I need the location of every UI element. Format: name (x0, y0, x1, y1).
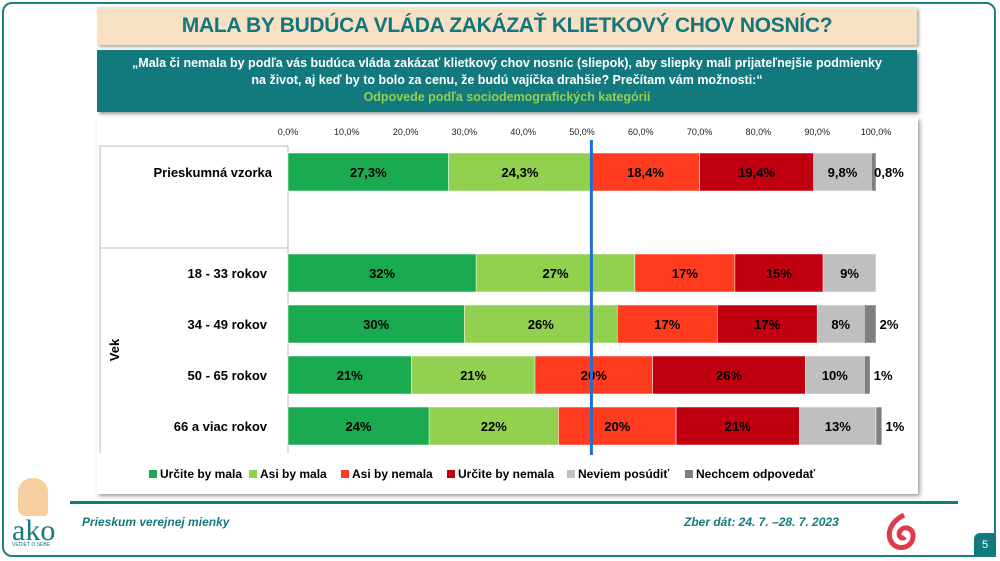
data-label: 20% (604, 419, 630, 434)
ako-logo: ako VEDIEŤ O SEBE (8, 478, 70, 553)
data-label: 17% (672, 266, 698, 281)
legend-label: Určite by nemala (458, 467, 554, 481)
category-label: 18 - 33 rokov (188, 266, 268, 281)
bar-segment (816, 304, 865, 344)
legend-label: Asi by nemala (352, 467, 433, 481)
bar-segment (799, 406, 877, 446)
data-label: 9% (840, 266, 859, 281)
bar-segment (822, 253, 877, 293)
x-tick-label: 100,0% (861, 127, 892, 137)
legend-swatch (567, 470, 575, 478)
legend-label: Nechcem odpovedať (696, 467, 815, 481)
bar-segment (871, 152, 877, 192)
stacked-bar-chart: 0,0% 10,0% 20,0% 30,0% 40,0% 50,0% 60,0% 70,0% 8… (99, 127, 905, 481)
data-label: 27,3% (350, 165, 387, 180)
bar-segment (287, 355, 412, 395)
data-label: 20% (581, 368, 607, 383)
data-label: 1% (885, 419, 904, 434)
data-label: 21% (460, 368, 486, 383)
bar-segment (617, 304, 718, 344)
x-tick-label: 30,0% (452, 127, 478, 137)
bar-segment (287, 406, 430, 446)
footer-divider (70, 501, 958, 504)
data-label: 26% (716, 368, 742, 383)
data-label: 1% (874, 368, 893, 383)
x-tick-label: 80,0% (746, 127, 772, 137)
spiral-logo-icon (886, 512, 916, 551)
footer-survey-label: Prieskum verejnej mienky (82, 515, 230, 529)
bar-segment (863, 355, 871, 395)
bar-segment (716, 304, 818, 344)
bar-segment (448, 152, 592, 192)
legend-label: Asi by mala (260, 467, 327, 481)
data-label: 30% (363, 317, 389, 332)
x-tick-label: 20,0% (393, 127, 419, 137)
question-box: „Mala či nemala by podľa vás budúca vlád… (97, 50, 917, 112)
bar-segment (875, 406, 883, 446)
x-tick-label: 90,0% (804, 127, 830, 137)
bar-segment (411, 355, 536, 395)
legend-label: Neviem posúdiť (578, 467, 669, 481)
bar-segment (475, 253, 636, 293)
category-label: 34 - 49 rokov (188, 317, 268, 332)
legend-swatch (685, 470, 693, 478)
chart-box: 0,0% 10,0% 20,0% 30,0% 40,0% 50,0% 60,0% 70,0% 8… (97, 118, 918, 494)
data-label: 21% (337, 368, 363, 383)
group-label: Vek (107, 338, 122, 361)
data-label: 17% (754, 317, 780, 332)
bar-segment (287, 253, 477, 293)
data-label: 9,8% (828, 165, 858, 180)
bar-segment (287, 304, 465, 344)
data-label: 8% (831, 317, 850, 332)
subtitle: Odpovede podľa sociodemografických kateg… (363, 90, 651, 104)
data-label: 18,4% (627, 165, 664, 180)
legend-swatch (149, 470, 157, 478)
data-label: 2% (880, 317, 899, 332)
bar-segment (805, 355, 865, 395)
bar-segment (558, 406, 677, 446)
bar-segment (534, 355, 653, 395)
slide-title: MALA BY BUDÚCA VLÁDA ZAKÁZAŤ KLIETKOVÝ C… (97, 7, 917, 45)
x-tick-label: 0,0% (278, 127, 299, 137)
category-label: 66 a viac rokov (174, 419, 268, 434)
data-label: 24,3% (502, 165, 539, 180)
data-label: 27% (543, 266, 569, 281)
data-label: 32% (369, 266, 395, 281)
x-tick-label: 70,0% (687, 127, 713, 137)
question-text: „Mala či nemala by podľa vás budúca vlád… (132, 56, 882, 87)
data-label: 24% (346, 419, 372, 434)
legend-swatch (447, 470, 455, 478)
bar-segment (428, 406, 559, 446)
data-label: 0,8% (874, 165, 904, 180)
page-number: 5 (974, 533, 996, 557)
bar-segment (287, 152, 449, 192)
data-label: 15% (766, 266, 792, 281)
category-label: Prieskumná vzorka (153, 165, 272, 180)
data-label: 10% (822, 368, 848, 383)
bar-segment (813, 152, 872, 192)
legend-swatch (249, 470, 257, 478)
bar-segment (734, 253, 824, 293)
category-label: 50 - 65 rokov (188, 368, 268, 383)
bar-segment (863, 304, 877, 344)
legend-swatch (341, 470, 349, 478)
x-tick-label: 10,0% (334, 127, 360, 137)
data-label: 21% (725, 419, 751, 434)
bar-segment (652, 355, 806, 395)
x-tick-label: 60,0% (628, 127, 654, 137)
bar-segment (634, 253, 736, 293)
data-label: 13% (825, 419, 851, 434)
x-tick-label: 50,0% (569, 127, 595, 137)
footer-date: Zber dát: 24. 7. –28. 7. 2023 (684, 515, 839, 529)
bar-segment (675, 406, 800, 446)
data-label: 19,4% (738, 165, 775, 180)
data-label: 26% (528, 317, 554, 332)
legend-label: Určite by mala (160, 467, 242, 481)
x-tick-label: 40,0% (510, 127, 536, 137)
data-label: 17% (654, 317, 680, 332)
data-label: 22% (481, 419, 507, 434)
